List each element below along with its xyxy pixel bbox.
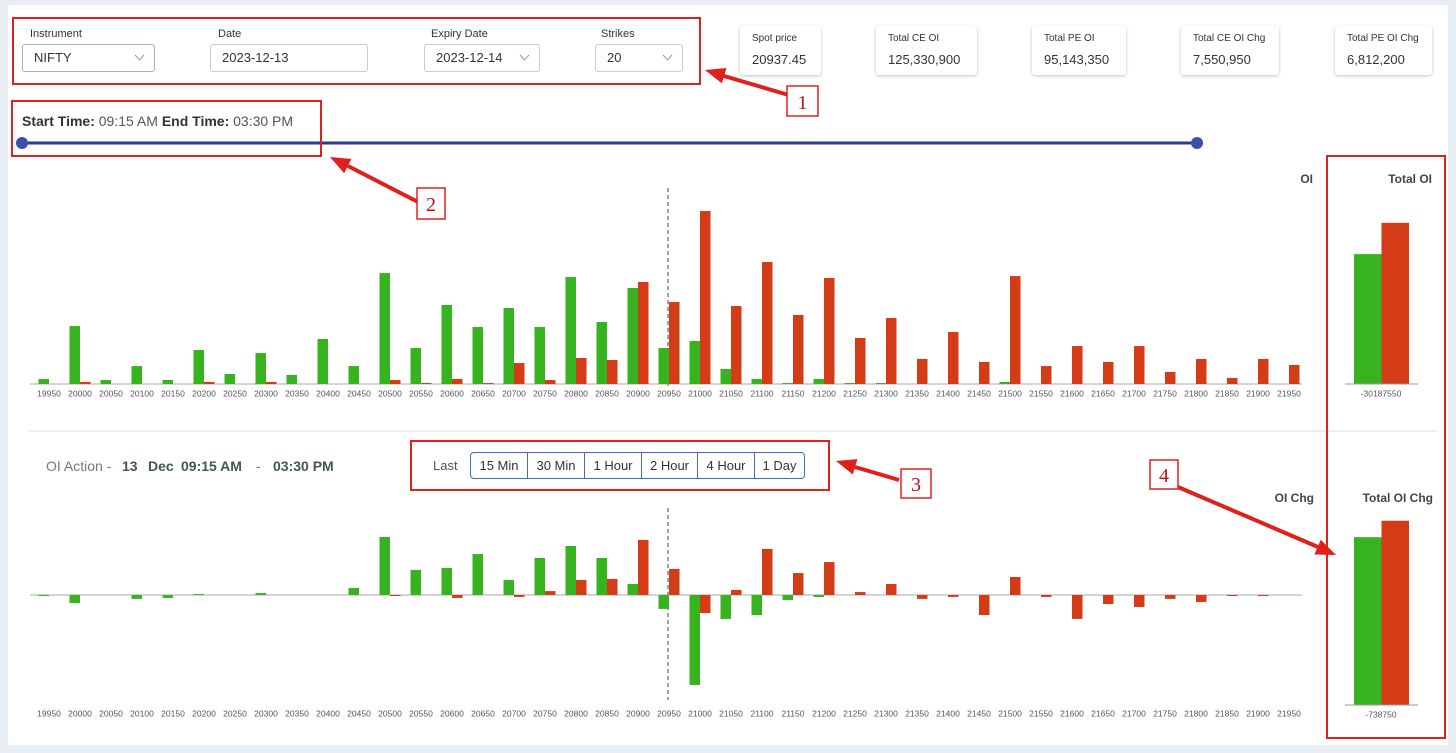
chevron: [662, 54, 673, 61]
stat-value: 20937.45: [752, 52, 807, 67]
range-button[interactable]: 1 Day: [754, 452, 805, 479]
instrument-select[interactable]: NIFTY: [22, 44, 155, 72]
range-button[interactable]: 1 Hour: [584, 452, 642, 479]
stat-label: Total PE OI Chg: [1347, 33, 1419, 44]
start-time: 09:15 AM: [98, 113, 158, 129]
range-button[interactable]: 2 Hour: [641, 452, 698, 479]
strikes-select[interactable]: 20: [595, 44, 683, 72]
end-label: End Time:: [161, 113, 230, 129]
stat-card: Total CE OI Chg 7,550,950: [1181, 26, 1279, 75]
oi-action-end: 03:30 PM: [273, 458, 334, 474]
input-value: 2023-12-13: [222, 50, 289, 65]
filter-label: Instrument: [30, 28, 82, 40]
range-button[interactable]: 15 Min: [470, 452, 528, 479]
stat-label: Spot price: [752, 33, 798, 44]
stat-card: Spot price 20937.45: [740, 26, 821, 75]
range-button[interactable]: 30 Min: [527, 452, 585, 479]
start-label: Start Time:: [22, 113, 95, 129]
chevron: [134, 54, 145, 61]
stat-card: Total CE OI 125,330,900: [876, 26, 977, 75]
select-value: 20: [607, 50, 622, 65]
stat-value: 95,143,350: [1044, 52, 1110, 67]
stat-label: Total PE OI: [1044, 33, 1095, 44]
filter-label: Expiry Date: [431, 28, 488, 40]
select-value: NIFTY: [34, 50, 72, 65]
stat-label: Total CE OI: [888, 33, 940, 44]
stat-value: 7,550,950: [1193, 52, 1251, 67]
oi-action-separator: -: [256, 458, 261, 474]
expiry-select[interactable]: 2023-12-14: [424, 44, 540, 72]
stat-value: 125,330,900: [888, 52, 961, 67]
stat-card: Total PE OI Chg 6,812,200: [1335, 26, 1432, 75]
stat-card: Total PE OI 95,143,350: [1032, 26, 1126, 75]
oi-action-start: 09:15 AM: [181, 458, 242, 474]
time-range: Start Time: 09:15 AM End Time: 03:30 PM: [22, 113, 293, 129]
end-time: 03:30 PM: [233, 113, 294, 129]
oi-action-day: 13: [122, 458, 138, 474]
oi-action-month: Dec: [148, 458, 174, 474]
last-label: Last: [433, 458, 458, 473]
range-button[interactable]: 4 Hour: [697, 452, 755, 479]
chevron: [519, 54, 530, 61]
filter-label: Strikes: [601, 28, 635, 40]
stat-value: 6,812,200: [1347, 52, 1405, 67]
filter-label: Date: [218, 28, 242, 40]
stat-label: Total CE OI Chg: [1193, 33, 1266, 44]
select-value: 2023-12-14: [436, 50, 503, 65]
oi-action-label: OI Action -: [46, 458, 112, 474]
date-input[interactable]: 2023-12-13: [210, 44, 368, 72]
